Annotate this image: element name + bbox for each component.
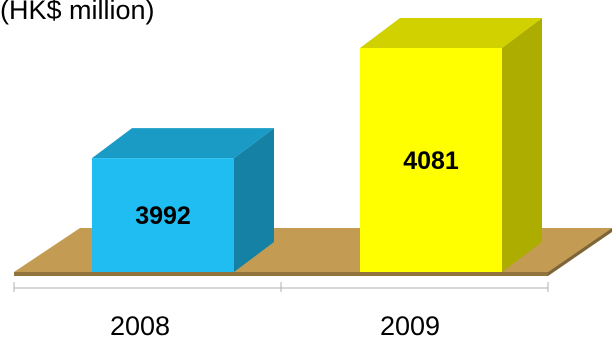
bar-side-2008: [234, 128, 274, 272]
chart-floor-edge: [14, 272, 548, 276]
bar-value-label-2009: 4081: [403, 147, 459, 175]
bar-top-2008: [92, 128, 274, 159]
bar-2008: [92, 158, 234, 272]
chart-floor-side: [548, 228, 612, 276]
bar-value-label-2008: 3992: [135, 202, 191, 230]
bar-top-2009: [360, 18, 542, 48]
x-tick-label-2009: 2009: [380, 311, 440, 341]
bar-2009: [360, 48, 502, 272]
unit-label: (HK$ million): [0, 0, 155, 25]
x-tick-label-2008: 2008: [110, 311, 170, 341]
bar-side-2009: [502, 18, 542, 272]
